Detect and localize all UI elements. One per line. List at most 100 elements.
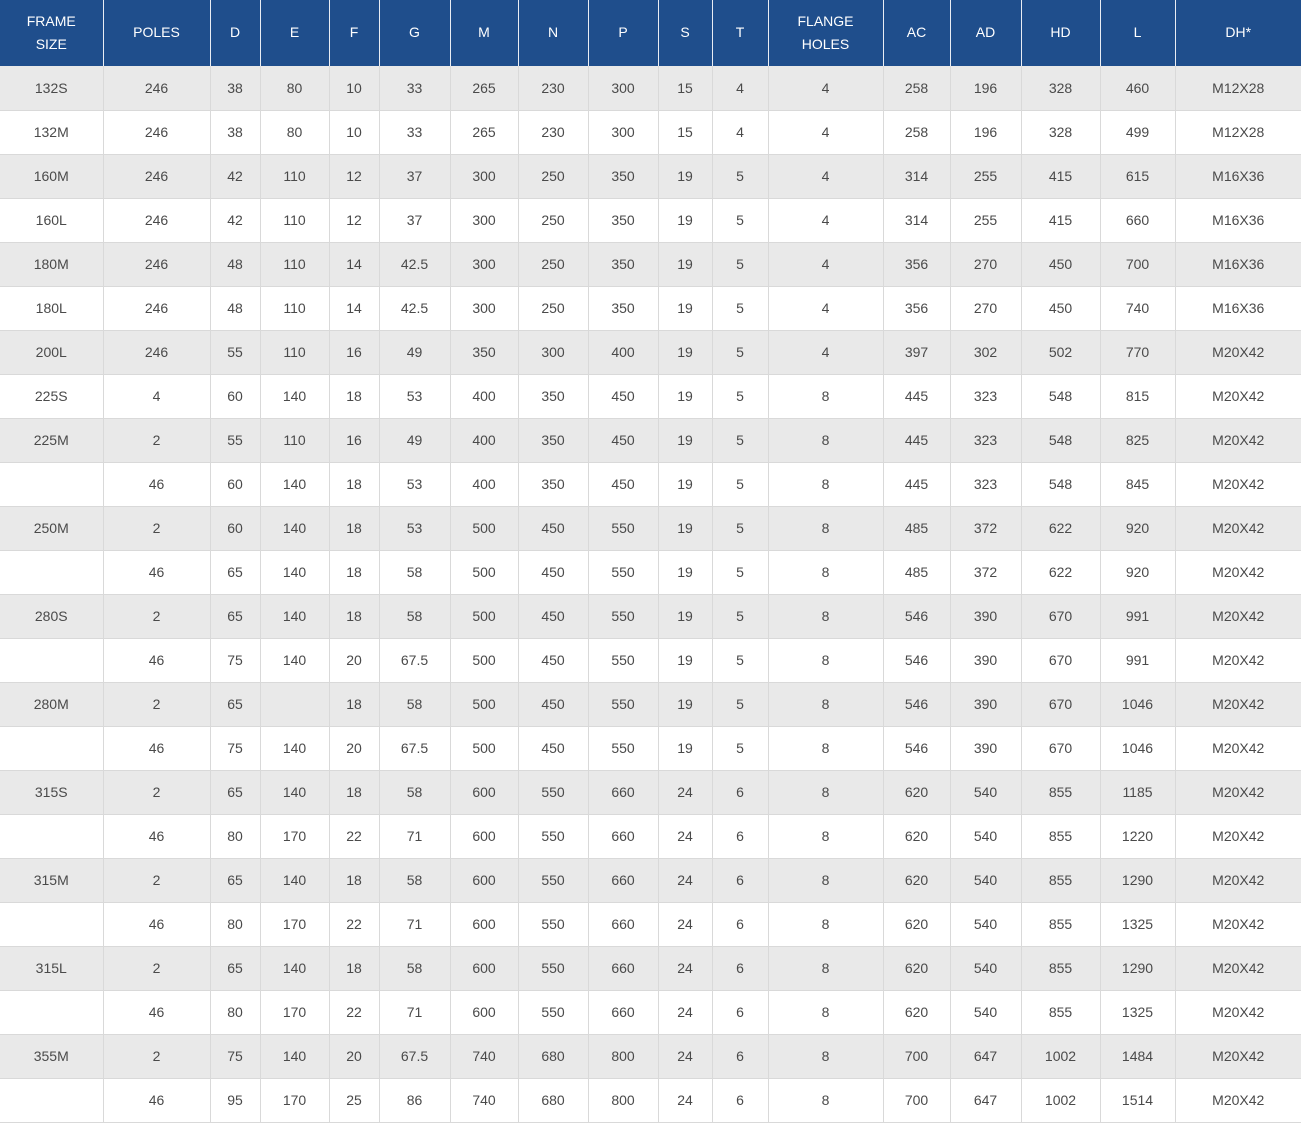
table-cell: 700 [1099, 241, 1176, 287]
table-cell: 500 [449, 549, 519, 595]
table-row: 46 75 140 20 67.5 500 450 550 19 5 8 546 390 670 1046 M… [0, 725, 1301, 771]
frame-size-cell: 132S [0, 66, 104, 111]
table-cell: 140 [259, 549, 330, 595]
table-cell: 647 [949, 1077, 1022, 1123]
table-cell: 24 [657, 813, 713, 859]
table-cell: 65 [209, 549, 261, 595]
table-cell: 1002 [1020, 1077, 1101, 1123]
table-cell: 328 [1020, 109, 1101, 155]
table-cell: 80 [209, 901, 261, 947]
table-cell: 5 [711, 681, 769, 727]
table-row: 280M 2 65 18 58 500 450 550 19 5 8 546 390 670 1046 M20… [0, 681, 1301, 727]
frame-size-cell [0, 637, 104, 683]
column-header-e: E [260, 0, 330, 66]
table-row: 46 95 170 25 86 740 680 800 24 6 8 700 647 1002 1514 M2… [0, 1077, 1301, 1123]
table-cell: 67.5 [378, 725, 451, 771]
table-cell: 140 [259, 637, 330, 683]
table-cell: 58 [378, 945, 451, 991]
table-cell: 18 [328, 549, 380, 595]
table-cell: 4 [711, 66, 769, 111]
column-header-poles: POLES [103, 0, 211, 66]
table-cell: 8 [767, 725, 884, 771]
frame-size-cell [0, 1077, 104, 1123]
table-cell: 110 [259, 197, 330, 243]
table-cell: 246 [102, 66, 211, 111]
table-cell: 450 [517, 725, 589, 771]
frame-size-cell: 180M [0, 241, 104, 287]
table-cell: 540 [949, 769, 1022, 815]
table-cell: 1325 [1099, 989, 1176, 1035]
table-cell: 620 [882, 769, 951, 815]
column-header-frame-size: FRAME SIZE [0, 0, 104, 66]
table-cell: 550 [517, 945, 589, 991]
table-cell: 350 [449, 329, 519, 375]
table-row: 46 65 140 18 58 500 450 550 19 5 8 485 372 622 920 M20X… [0, 549, 1301, 595]
table-cell: 500 [449, 505, 519, 551]
table-cell: 450 [517, 681, 589, 727]
table-cell: 540 [949, 945, 1022, 991]
table-cell: 110 [259, 329, 330, 375]
table-cell: 6 [711, 769, 769, 815]
table-cell: 46 [102, 989, 211, 1035]
table-cell: 46 [102, 725, 211, 771]
table-cell: M20X42 [1174, 373, 1301, 419]
table-cell: 1002 [1020, 1033, 1101, 1079]
table-cell: 5 [711, 153, 769, 199]
table-cell: 8 [767, 549, 884, 595]
table-cell: 140 [259, 725, 330, 771]
table-cell: 450 [587, 373, 659, 419]
table-cell: 110 [259, 241, 330, 287]
table-cell: 53 [378, 505, 451, 551]
table-cell: 19 [657, 461, 713, 507]
table-cell: 600 [449, 945, 519, 991]
table-cell: M16X36 [1174, 153, 1301, 199]
table-cell: 65 [209, 769, 261, 815]
column-header-t: T [712, 0, 769, 66]
table-cell: 20 [328, 725, 380, 771]
table-cell: 991 [1099, 637, 1176, 683]
table-cell: 10 [328, 66, 380, 111]
table-row: 280S 2 65 140 18 58 500 450 550 19 5 8 546 390 670 991 M… [0, 593, 1301, 639]
table-cell: 855 [1020, 945, 1101, 991]
table-cell: 24 [657, 945, 713, 991]
table-cell: 920 [1099, 505, 1176, 551]
table-cell: 485 [882, 549, 951, 595]
column-header-s: S [658, 0, 713, 66]
table-cell: 265 [449, 66, 519, 111]
table-cell: 71 [378, 989, 451, 1035]
table-cell: 8 [767, 461, 884, 507]
table-cell: 670 [1020, 637, 1101, 683]
table-cell: 615 [1099, 153, 1176, 199]
table-cell: 6 [711, 1033, 769, 1079]
table-cell: M20X42 [1174, 329, 1301, 375]
table-cell: 265 [449, 109, 519, 155]
table-cell: 19 [657, 549, 713, 595]
table-cell: 55 [209, 329, 261, 375]
frame-size-cell: 160M [0, 153, 104, 199]
header-row: FRAME SIZE POLES D E F G M N P S T FLANGE HOLES AC AD… [0, 0, 1301, 66]
table-cell: 548 [1020, 373, 1101, 419]
table-cell: 14 [328, 285, 380, 331]
table-cell: 815 [1099, 373, 1176, 419]
table-cell: 8 [767, 769, 884, 815]
table-cell: 246 [102, 197, 211, 243]
table-cell: 24 [657, 857, 713, 903]
table-cell: 540 [949, 813, 1022, 859]
table-cell: 445 [882, 461, 951, 507]
frame-size-cell: 200L [0, 329, 104, 375]
table-cell: 356 [882, 241, 951, 287]
table-cell: 670 [1020, 593, 1101, 639]
column-header-g: G [379, 0, 451, 66]
table-row: 250M 2 60 140 18 53 500 450 550 19 5 8 485 372 622 920 M… [0, 505, 1301, 551]
table-cell: 5 [711, 241, 769, 287]
table-cell: 8 [767, 1033, 884, 1079]
table-cell: 660 [587, 901, 659, 947]
table-cell: 53 [378, 461, 451, 507]
table-cell: 8 [767, 417, 884, 463]
table-cell: 48 [209, 285, 261, 331]
table-cell: 8 [767, 901, 884, 947]
table-cell: 546 [882, 593, 951, 639]
table-cell: 65 [209, 681, 261, 727]
table-cell: 855 [1020, 813, 1101, 859]
table-cell: 350 [587, 153, 659, 199]
